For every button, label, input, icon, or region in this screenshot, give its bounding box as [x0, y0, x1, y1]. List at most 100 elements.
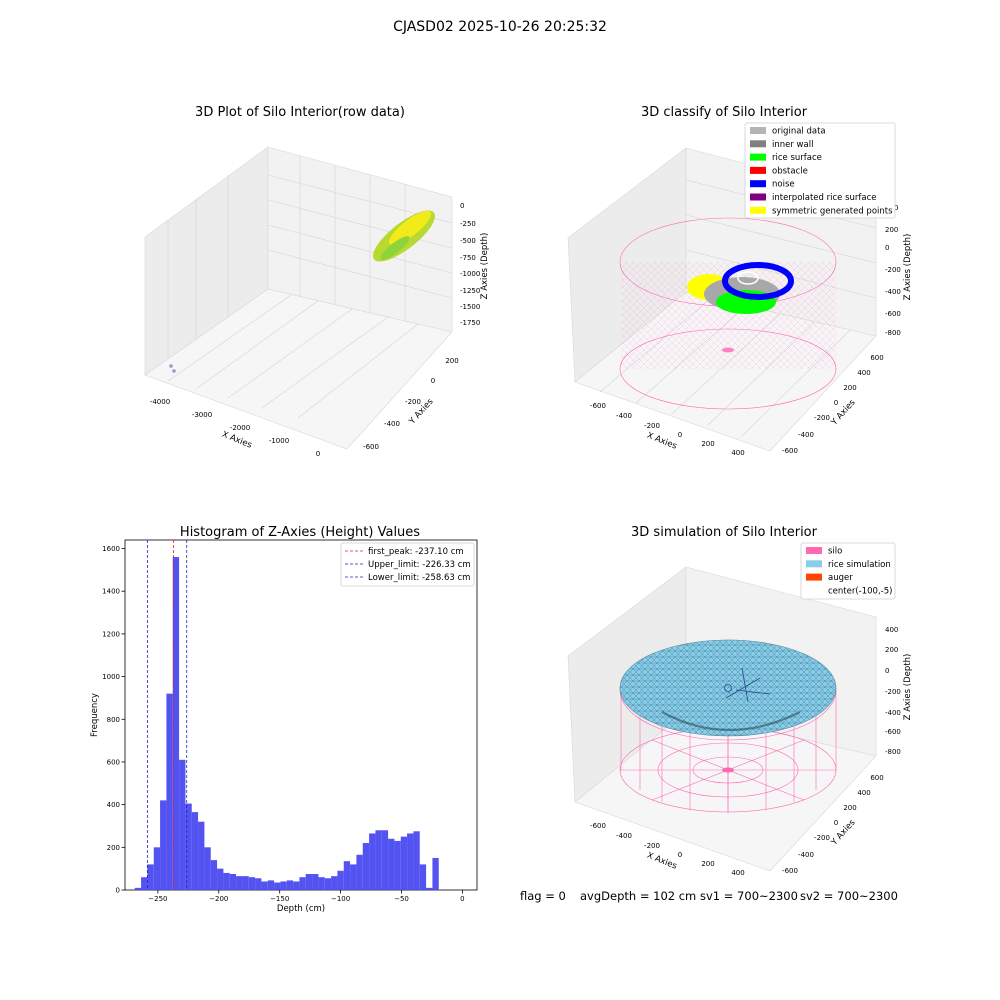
- sim-rice-depression: [661, 711, 801, 731]
- sim-y-tick: -200: [814, 834, 830, 842]
- histogram-bar: [204, 847, 211, 890]
- classify-z-tick: 0: [885, 244, 889, 252]
- classify-y-tick: -200: [814, 414, 830, 422]
- histogram-bar: [286, 880, 294, 890]
- panel-classify: 3D classify of Silo Interior -600 -400 -…: [567, 105, 913, 457]
- panel-simulation: 3D simulation of Silo Interior -600 -4: [567, 525, 913, 877]
- histogram-bar: [293, 881, 300, 890]
- sim-z-tick: -800: [885, 748, 901, 756]
- sim-y-tick: -400: [798, 851, 814, 859]
- raw-x-tick: -1000: [269, 437, 289, 445]
- sim-center-marker: [724, 684, 732, 692]
- classify-z-tick: 200: [885, 226, 898, 234]
- classify-x-ticks: -600 -400 -200 0 200 400: [590, 402, 745, 457]
- classify-legend-swatch: [750, 127, 766, 134]
- classify-x-tick: -400: [616, 412, 632, 420]
- sim-legend-swatch: [806, 560, 822, 568]
- sim-legend-label: silo: [828, 547, 842, 557]
- histogram-bar: [312, 873, 319, 890]
- histogram-x-label: Depth (cm): [277, 904, 325, 914]
- histogram-legend-label: Upper_limit: -226.33 cm: [368, 560, 471, 570]
- histogram-bar: [261, 881, 268, 890]
- footer-sv2: sv2 = 700~2300: [800, 889, 898, 903]
- histogram-x-tick-label: −150: [270, 895, 289, 903]
- sim-y-tick: 0: [834, 819, 838, 827]
- classify-legend-swatch: [750, 193, 766, 201]
- raw-point-cloud: [169, 210, 435, 373]
- histogram-bar: [369, 833, 376, 890]
- histogram-bar: [141, 877, 148, 890]
- classify-y-ticks: -600 -400 -200 0 200 400 600: [782, 354, 884, 455]
- raw-floor-pane: [144, 288, 453, 450]
- histogram-x-tick-label: 0: [460, 895, 464, 903]
- histogram-x-ticks: −250 −200 −150 −100 −50 0: [148, 890, 465, 903]
- classify-y-tick: 0: [834, 399, 838, 407]
- raw-x-tick: 0: [316, 450, 320, 458]
- sim-rice-surface: [619, 639, 837, 737]
- histogram-y-tick-label: 1600: [102, 545, 120, 553]
- classify-z-tick: -800: [885, 329, 901, 337]
- classify-z-label: Z Axies (Depth): [903, 234, 913, 301]
- classify-y-tick: 600: [870, 354, 883, 362]
- classify-legend-label: symmetric generated points: [772, 206, 893, 216]
- histogram-bar: [305, 873, 313, 890]
- sim-y-tick: -600: [782, 867, 798, 875]
- classify-legend-label: original data: [772, 127, 826, 137]
- histogram-reference-lines: [146, 540, 188, 890]
- histogram-bar: [242, 876, 249, 890]
- histogram-bar: [248, 877, 256, 890]
- sim-legend-label: rice simulation: [828, 560, 891, 570]
- histogram-bar: [198, 821, 205, 890]
- raw-y-tick: -600: [363, 443, 379, 451]
- histogram-x-tick-label: −200: [209, 895, 228, 903]
- raw-y-ticks: -600 -400 -200 0 200: [363, 357, 459, 451]
- raw-z-tick: -1500: [460, 303, 480, 311]
- histogram-bar: [166, 693, 173, 890]
- classify-legend-swatch: [750, 166, 766, 174]
- classify-point-cloud: [687, 262, 794, 314]
- sim-floor-pane: [574, 711, 877, 872]
- histogram-bar: [160, 800, 167, 890]
- histogram-y-tick-label: 800: [107, 716, 120, 724]
- histogram-y-label: Frequency: [90, 693, 100, 737]
- histogram-bar: [217, 868, 224, 890]
- panel-sim-title: 3D simulation of Silo Interior: [631, 525, 818, 540]
- classify-y-tick: 400: [857, 369, 870, 377]
- sim-z-tick: -600: [885, 728, 901, 736]
- sim-legend-label: auger: [828, 573, 853, 583]
- classify-legend-label: interpolated rice surface: [772, 193, 877, 203]
- sim-y-tick: 200: [843, 804, 856, 812]
- classify-noise-points: [722, 262, 794, 300]
- raw-x-tick: -3000: [192, 411, 212, 419]
- histogram-bar: [407, 833, 414, 890]
- histogram-bar: [229, 873, 237, 890]
- classify-z-tick: -600: [885, 310, 901, 318]
- raw-z-ticks: 0 -250 -500 -750 -1000 -1250 -1500 -1750: [460, 202, 480, 327]
- panel-classify-title: 3D classify of Silo Interior: [641, 105, 808, 120]
- histogram-x-tick-label: −50: [394, 895, 409, 903]
- panel-raw-title: 3D Plot of Silo Interior(row data): [195, 105, 405, 120]
- footer-avg-depth: avgDepth = 102 cm: [580, 889, 696, 903]
- sim-legend-swatch: [806, 547, 822, 554]
- histogram-bar: [432, 857, 439, 890]
- histogram-bar: [343, 861, 351, 890]
- raw-x-tick: -4000: [150, 398, 170, 406]
- histogram-x-tick-label: −250: [148, 895, 167, 903]
- histogram-y-tick-label: 600: [107, 758, 120, 766]
- histogram-bar: [350, 864, 357, 890]
- classify-legend-label: inner wall: [772, 140, 813, 150]
- classify-legend: original data inner wall rice surface obsta…: [744, 122, 896, 219]
- sim-y-ticks: -600 -400 -200 0 200 400 600: [782, 774, 884, 875]
- raw-z-tick: -500: [460, 237, 476, 245]
- histogram-bar: [185, 803, 192, 890]
- histogram-bar: [324, 878, 332, 890]
- classify-x-tick: 0: [678, 431, 682, 439]
- histogram-bar: [356, 854, 363, 890]
- raw-x-tick: -2000: [230, 424, 250, 432]
- histogram-bar: [426, 887, 433, 890]
- histogram-bar: [388, 838, 395, 890]
- classify-legend-swatch: [750, 206, 766, 214]
- sim-z-tick: -200: [885, 688, 901, 696]
